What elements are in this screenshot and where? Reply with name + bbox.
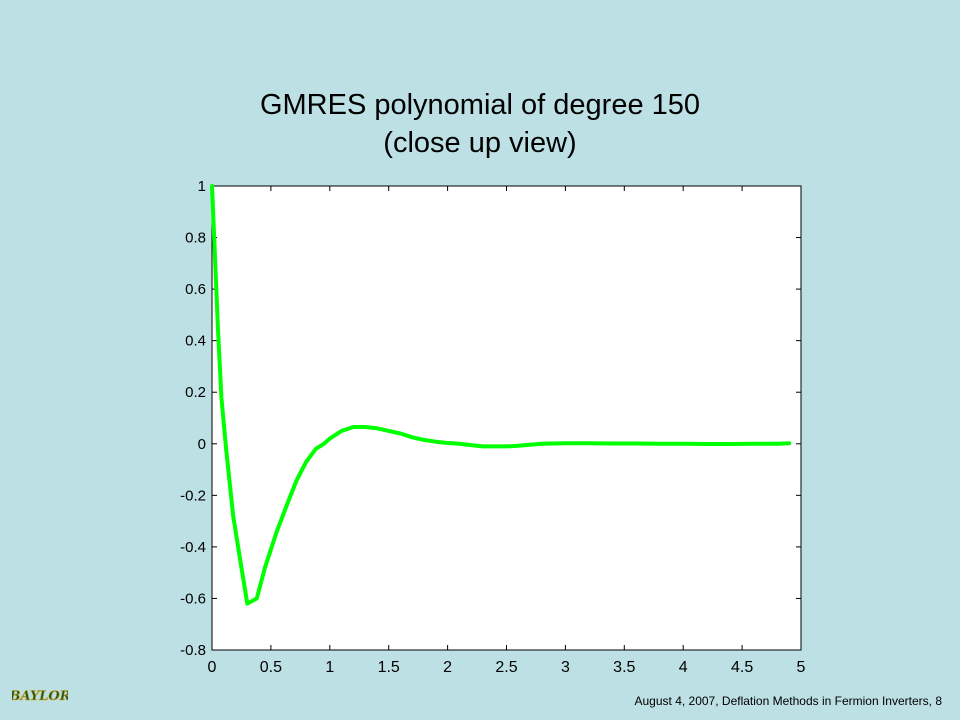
plot-area: [211, 185, 802, 651]
y-tick-label: 0: [198, 436, 206, 453]
y-tick-label: 0.8: [185, 230, 206, 247]
y-tick-label: -0.4: [180, 539, 206, 556]
x-tick-label: 2.5: [495, 659, 517, 676]
slide-footer: August 4, 2007, Deflation Methods in Fer…: [634, 694, 943, 708]
slide-title-line-2: (close up view): [383, 127, 577, 159]
slide-title-line-1: GMRES polynomial of degree 150: [259, 89, 701, 121]
x-tick-label: 3.5: [613, 659, 635, 676]
x-tick-label: 1: [325, 659, 334, 676]
baylor-logo: BAYLOR: [12, 689, 68, 704]
y-tick-label: -0.2: [180, 487, 206, 504]
x-tick-label: 1.5: [378, 659, 400, 676]
x-tick-label: 4: [679, 659, 688, 676]
y-tick-label: 0.4: [185, 333, 206, 350]
x-tick-label: 4.5: [731, 659, 753, 676]
y-tick-label: -0.8: [180, 642, 206, 659]
x-tick-label: 0.5: [260, 659, 282, 676]
x-tick-label: 5: [797, 659, 806, 676]
y-tick-label: 0.2: [185, 384, 206, 401]
y-tick-label: 0.6: [185, 281, 206, 298]
slide-title: GMRES polynomial of degree 150 (close up…: [0, 86, 960, 162]
x-tick-label: 3: [561, 659, 570, 676]
y-tick-label: 1: [198, 178, 206, 195]
x-tick-label: 0: [208, 659, 217, 676]
x-tick-label: 2: [443, 659, 452, 676]
series-line: [210, 184, 792, 606]
logo-text: BAYLOR: [12, 689, 68, 704]
y-tick-label: -0.6: [180, 590, 206, 607]
